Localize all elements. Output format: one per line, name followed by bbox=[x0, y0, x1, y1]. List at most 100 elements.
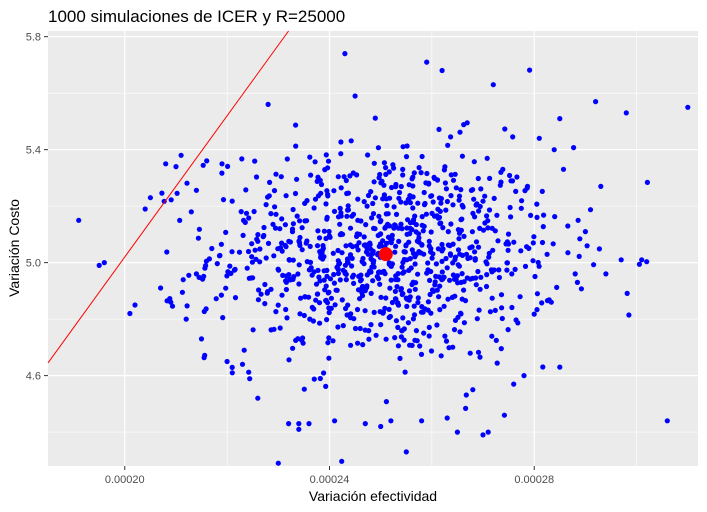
scatter-point bbox=[571, 145, 577, 151]
scatter-point bbox=[437, 220, 443, 227]
scatter-point bbox=[419, 242, 425, 248]
scatter-point bbox=[517, 294, 523, 300]
scatter-point bbox=[323, 383, 329, 389]
scatter-point bbox=[361, 242, 367, 248]
scatter-point bbox=[383, 211, 389, 217]
scatter-point bbox=[252, 158, 258, 164]
scatter-point bbox=[443, 186, 449, 192]
scatter-point bbox=[355, 340, 361, 346]
scatter-point bbox=[219, 161, 225, 167]
scatter-point bbox=[403, 243, 409, 249]
scatter-point bbox=[249, 259, 255, 265]
scatter-point bbox=[398, 334, 404, 340]
scatter-point bbox=[241, 217, 247, 223]
scatter-point bbox=[337, 221, 343, 227]
scatter-point bbox=[359, 285, 365, 291]
scatter-point bbox=[461, 320, 467, 326]
scatter-point bbox=[317, 375, 323, 382]
scatter-point bbox=[258, 291, 264, 297]
scatter-point bbox=[412, 261, 418, 267]
scatter-point bbox=[283, 286, 289, 293]
y-tick-label: 5.0 bbox=[26, 258, 41, 270]
scatter-point bbox=[443, 255, 449, 262]
scatter-point bbox=[437, 283, 443, 289]
scatter-point bbox=[436, 214, 443, 220]
scatter-point bbox=[250, 327, 256, 333]
scatter-point bbox=[404, 143, 410, 149]
scatter-point bbox=[383, 336, 389, 342]
scatter-point bbox=[224, 273, 230, 279]
scatter-point bbox=[596, 246, 603, 252]
scatter-point bbox=[485, 225, 491, 231]
scatter-point bbox=[476, 208, 482, 214]
scatter-point bbox=[279, 240, 285, 246]
scatter-point bbox=[500, 166, 506, 172]
scatter-point bbox=[572, 271, 578, 277]
scatter-point bbox=[399, 264, 405, 270]
scatter-point bbox=[450, 241, 456, 247]
scatter-point bbox=[448, 172, 454, 178]
scatter-point bbox=[463, 405, 469, 411]
scatter-point bbox=[369, 215, 375, 221]
scatter-point bbox=[325, 290, 331, 296]
scatter-point bbox=[521, 373, 527, 379]
scatter-point bbox=[396, 238, 402, 244]
scatter-point bbox=[311, 205, 317, 211]
scatter-point bbox=[371, 179, 377, 185]
scatter-point bbox=[313, 281, 320, 287]
scatter-point bbox=[636, 261, 643, 267]
scatter-point bbox=[267, 179, 273, 185]
scatter-point bbox=[366, 336, 372, 342]
scatter-point bbox=[168, 197, 174, 203]
scatter-point bbox=[391, 204, 397, 210]
scatter-point bbox=[297, 242, 303, 248]
scatter-point bbox=[463, 251, 470, 257]
scatter-point bbox=[403, 154, 410, 160]
scatter-point bbox=[326, 305, 332, 311]
scatter-point bbox=[445, 142, 451, 148]
scatter-point bbox=[248, 275, 254, 281]
scatter-point bbox=[225, 269, 231, 275]
scatter-point bbox=[325, 340, 331, 346]
x-tick-label: 0.00028 bbox=[514, 474, 554, 486]
scatter-point bbox=[201, 273, 207, 279]
scatter-point bbox=[282, 222, 288, 228]
scatter-point bbox=[218, 241, 224, 247]
scatter-point bbox=[361, 234, 367, 240]
scatter-point bbox=[494, 360, 500, 366]
scatter-point bbox=[307, 243, 313, 249]
scatter-point bbox=[279, 292, 285, 298]
scatter-point bbox=[337, 260, 343, 266]
scatter-point bbox=[518, 205, 524, 211]
scatter-point bbox=[430, 251, 436, 257]
scatter-point bbox=[489, 269, 495, 275]
scatter-point bbox=[541, 212, 547, 218]
scatter-point bbox=[428, 229, 434, 235]
scatter-point bbox=[295, 271, 301, 277]
scatter-point bbox=[257, 259, 263, 265]
scatter-point bbox=[372, 115, 378, 121]
scatter-point bbox=[320, 245, 326, 251]
scatter-point bbox=[477, 225, 483, 231]
scatter-point bbox=[201, 308, 207, 315]
scatter-point bbox=[306, 267, 312, 273]
scatter-point bbox=[399, 226, 405, 232]
scatter-point bbox=[507, 204, 513, 211]
scatter-point bbox=[361, 199, 367, 205]
scatter-point bbox=[375, 145, 381, 151]
scatter-point bbox=[427, 291, 433, 298]
scatter-point bbox=[407, 294, 413, 300]
scatter-point bbox=[243, 187, 249, 193]
scatter-point bbox=[418, 351, 425, 357]
scatter-point bbox=[363, 222, 369, 228]
scatter-point bbox=[519, 198, 525, 204]
scatter-point bbox=[371, 225, 377, 231]
scatter-point bbox=[391, 165, 397, 171]
scatter-point bbox=[505, 240, 511, 247]
scatter-point bbox=[331, 271, 337, 278]
scatter-point bbox=[574, 279, 581, 285]
scatter-point bbox=[626, 312, 632, 318]
scatter-point bbox=[493, 337, 499, 343]
scatter-point bbox=[415, 299, 421, 306]
scatter-point bbox=[302, 218, 308, 224]
